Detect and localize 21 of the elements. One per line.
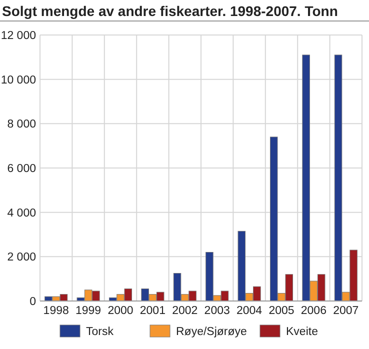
- x-tick-label: 2005: [268, 305, 294, 317]
- y-tick-label: 2 000: [7, 252, 36, 264]
- y-tick-label: 6 000: [7, 163, 36, 175]
- x-tick-label: 2000: [108, 305, 134, 317]
- y-tick-label: 10 000: [0, 74, 36, 86]
- x-tick-label: 1999: [76, 305, 102, 317]
- x-tick-label: 1998: [43, 305, 69, 317]
- legend-label: Kveite: [286, 326, 318, 338]
- y-tick-label: 4 000: [7, 207, 36, 220]
- x-tick-label: 2001: [140, 305, 166, 317]
- x-tick-label: 2002: [172, 305, 198, 317]
- y-tick-label: 12 000: [0, 30, 36, 42]
- legend-label: Torsk: [86, 326, 114, 338]
- x-tick-label: 2003: [204, 305, 230, 317]
- x-tick-label: 2007: [333, 305, 359, 317]
- chart-title: Solgt mengde av andre fiskearter. 1998-2007. Tonn: [2, 3, 338, 19]
- y-tick-label: 8 000: [7, 118, 36, 131]
- legend-label: Røye/Sjørøye: [176, 326, 247, 338]
- x-tick-label: 2006: [300, 305, 326, 317]
- y-tick-label: 0: [30, 296, 36, 308]
- x-tick-label: 2004: [236, 305, 263, 317]
